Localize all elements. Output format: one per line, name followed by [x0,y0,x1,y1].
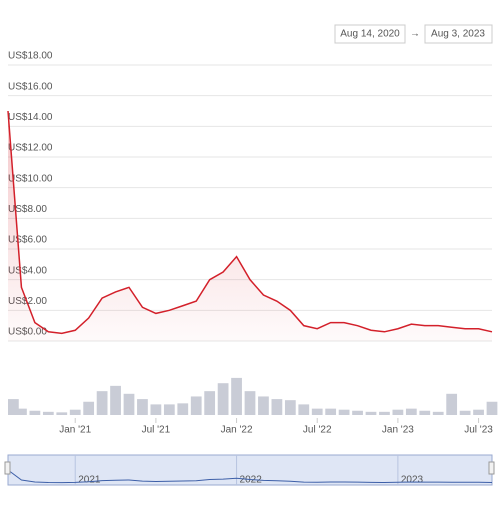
volume-bar [69,409,81,415]
volume-bar [137,399,148,415]
x-tick-label: Jul '22 [303,425,332,436]
navigator-handle[interactable] [488,461,495,475]
y-tick-label: US$18.00 [8,51,53,62]
volume-bar [244,391,256,415]
x-tick-label: Jan '21 [59,425,91,436]
date-to-box[interactable] [424,24,493,44]
navigator-line [7,469,493,484]
y-tick-label: US$12.00 [8,143,53,154]
date-from[interactable]: Aug 14, 2020 [340,29,400,40]
date-separator: → [410,29,420,40]
volume-bar [446,393,458,415]
date-from-box[interactable] [334,24,406,44]
volume-bar [83,401,95,415]
y-tick-label: US$8.00 [8,204,47,215]
x-tick-label: Jan '22 [221,425,253,436]
price-line [7,110,493,335]
volume-bar [190,396,202,415]
volume-bar [392,409,404,415]
volume-bar [325,408,337,415]
volume-bar [271,399,283,415]
volume-bar [231,377,242,415]
volume-bar [486,401,498,415]
volume-bar [365,411,377,415]
volume-bar [459,410,471,415]
volume-bar [177,403,189,415]
y-tick-label: US$14.00 [8,112,53,123]
volume-bar [204,391,216,415]
volume-bar [123,393,135,415]
navigator-label: 2023 [401,475,424,486]
date-to[interactable]: Aug 3, 2023 [431,29,485,40]
volume-bar [419,410,431,415]
price-area [8,111,492,341]
navigator-label: 2022 [240,475,263,486]
volume-bar [29,410,41,415]
volume-bar [56,412,68,415]
volume-bar [42,411,54,415]
volume-bar [96,391,108,415]
volume-bar [298,404,310,415]
x-tick-label: Jul '21 [142,425,171,436]
volume-bar [16,408,27,415]
y-tick-label: US$10.00 [8,173,53,184]
volume-bar [311,408,323,415]
volume-bar [352,410,363,415]
y-tick-label: US$2.00 [8,296,47,307]
volume-bar [150,404,162,415]
y-tick-label: US$6.00 [8,235,47,246]
volume-bar [217,383,229,415]
volume-bar [284,400,296,415]
x-tick-label: Jul '23 [464,425,493,436]
navigator-label: 2021 [78,475,101,486]
volume-bar [473,409,484,415]
volume-bar [338,409,350,415]
volume-bar [8,399,19,415]
volume-bar [432,411,444,415]
volume-bar [163,404,175,415]
x-tick-label: Jan '23 [382,425,414,436]
navigator-handle[interactable] [4,461,11,475]
volume-bar [258,396,269,415]
y-tick-label: US$4.00 [8,265,47,276]
volume-bar [405,408,417,415]
volume-bar [379,411,390,415]
volume-bar [110,385,121,415]
y-tick-label: US$16.00 [8,81,53,92]
